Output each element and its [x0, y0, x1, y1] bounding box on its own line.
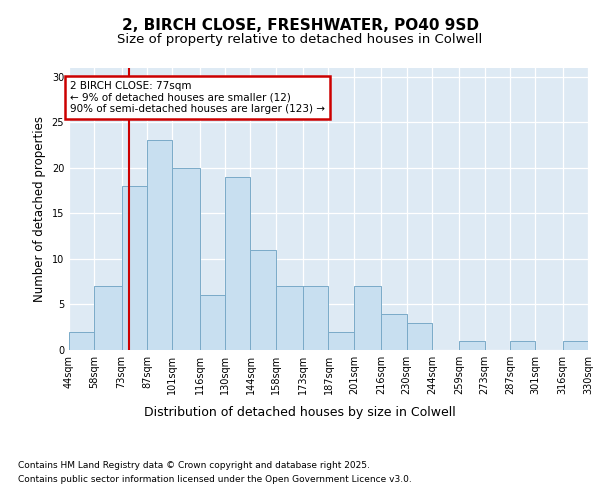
Bar — [459, 341, 485, 350]
Text: 2, BIRCH CLOSE, FRESHWATER, PO40 9SD: 2, BIRCH CLOSE, FRESHWATER, PO40 9SD — [121, 18, 479, 32]
Bar — [303, 286, 329, 350]
Bar — [225, 177, 250, 350]
Bar — [354, 286, 381, 350]
Text: Contains HM Land Registry data © Crown copyright and database right 2025.: Contains HM Land Registry data © Crown c… — [18, 460, 370, 469]
Bar — [276, 286, 303, 350]
Bar — [250, 250, 276, 350]
Text: 2 BIRCH CLOSE: 77sqm
← 9% of detached houses are smaller (12)
90% of semi-detach: 2 BIRCH CLOSE: 77sqm ← 9% of detached ho… — [70, 81, 325, 114]
Bar — [329, 332, 354, 350]
Text: Distribution of detached houses by size in Colwell: Distribution of detached houses by size … — [144, 406, 456, 419]
Bar — [69, 332, 94, 350]
Y-axis label: Number of detached properties: Number of detached properties — [33, 116, 46, 302]
Bar — [94, 286, 122, 350]
Bar — [172, 168, 200, 350]
Bar — [510, 341, 535, 350]
Bar — [407, 322, 432, 350]
Bar — [563, 341, 588, 350]
Bar — [122, 186, 147, 350]
Bar — [147, 140, 172, 350]
Bar — [381, 314, 407, 350]
Text: Contains public sector information licensed under the Open Government Licence v3: Contains public sector information licen… — [18, 476, 412, 484]
Text: Size of property relative to detached houses in Colwell: Size of property relative to detached ho… — [118, 32, 482, 46]
Bar — [200, 296, 225, 350]
